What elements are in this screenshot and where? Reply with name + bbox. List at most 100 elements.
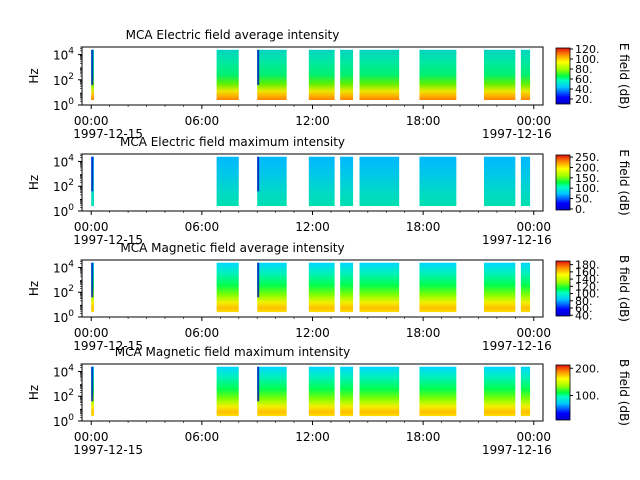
y-tick-label-1: 102 xyxy=(53,178,74,194)
y-tick-label-1: 102 xyxy=(53,388,74,404)
y-axis-label: Hz xyxy=(27,385,41,400)
x-tick-label-1: 06:00 xyxy=(185,430,220,444)
x-date-end: 1997-12-16 xyxy=(482,443,552,457)
data-block-3 xyxy=(257,156,287,207)
colorbar-gradient xyxy=(555,260,571,317)
data-block-2 xyxy=(216,156,239,207)
colorbar-tick-label-4: 100. xyxy=(575,53,600,66)
y-tick-exponent: 4 xyxy=(68,363,74,373)
data-block-8 xyxy=(483,262,516,313)
y-tick-exponent: 2 xyxy=(68,178,74,188)
colorbar-tick-label-1: 50. xyxy=(575,193,593,206)
spectrogram-blocks xyxy=(91,366,531,417)
chart-title: MCA Magnetic field maximum intensity xyxy=(115,345,351,359)
colorbar-label: B field (dB) xyxy=(617,359,631,426)
data-streak-1 xyxy=(91,156,94,192)
data-block-6 xyxy=(359,49,400,100)
data-block-9 xyxy=(520,366,531,417)
y-tick-label-0: 100 xyxy=(53,97,74,113)
colorbar-gradient xyxy=(555,154,571,211)
x-tick-label-2: 12:00 xyxy=(295,220,330,234)
y-tick-exponent: 2 xyxy=(68,284,74,294)
chart-title: MCA Magnetic field average intensity xyxy=(120,241,344,255)
colorbar-tick-label-5: 250. xyxy=(575,151,600,164)
x-tick-label-1: 06:00 xyxy=(185,326,220,340)
data-block-2 xyxy=(216,49,239,100)
colorbar-gradient xyxy=(555,364,571,421)
data-block-5 xyxy=(340,262,354,313)
colorbar-tick-label-0: 0. xyxy=(575,203,586,216)
x-tick-label-3: 18:00 xyxy=(406,114,441,128)
data-block-7 xyxy=(419,156,457,207)
colorbar: 100. 200. B field (dB) xyxy=(555,359,631,426)
x-tick-label-1: 06:00 xyxy=(185,220,220,234)
y-tick-label-2: 104 xyxy=(53,259,74,275)
x-tick-label-0: 00:00 xyxy=(74,220,109,234)
colorbar-tick-label-1: 40. xyxy=(575,83,593,96)
panel-4: MCA Magnetic field maximum intensity Hz 10… xyxy=(27,345,631,457)
x-tick-label-3: 18:00 xyxy=(406,220,441,234)
x-date-start: 1997-12-15 xyxy=(73,127,143,141)
colorbar-tick-label-1: 200. xyxy=(575,362,600,375)
y-tick-exponent: 0 xyxy=(68,413,74,423)
data-streak-1 xyxy=(91,49,94,85)
colorbar-tick-label-1: 60. xyxy=(575,302,593,315)
x-tick-label-3: 18:00 xyxy=(406,430,441,444)
y-tick-label-2: 104 xyxy=(53,153,74,169)
x-date-start: 1997-12-15 xyxy=(73,443,143,457)
data-block-7 xyxy=(419,366,457,417)
y-tick-label-2: 104 xyxy=(53,363,74,379)
y-tick-label-0: 100 xyxy=(53,309,74,325)
data-block-5 xyxy=(340,49,354,100)
x-date-end: 1997-12-16 xyxy=(482,339,552,353)
data-block-6 xyxy=(359,262,400,313)
colorbar-tick-label-0: 20. xyxy=(575,93,593,106)
data-block-8 xyxy=(483,156,516,207)
x-tick-label-2: 12:00 xyxy=(295,114,330,128)
data-block-8 xyxy=(483,49,516,100)
y-tick-exponent: 0 xyxy=(68,309,74,319)
data-block-5 xyxy=(340,366,354,417)
colorbar-tick-label-7: 180. xyxy=(575,259,600,272)
colorbar-tick-label-0: 40. xyxy=(575,309,593,322)
data-block-3 xyxy=(257,366,287,417)
colorbar-label: E field (dB) xyxy=(617,43,631,109)
data-block-6 xyxy=(359,366,400,417)
data-block-8 xyxy=(483,366,516,417)
data-block-7 xyxy=(419,49,457,100)
y-axis-label: Hz xyxy=(27,281,41,296)
y-tick-label-2: 104 xyxy=(53,47,74,63)
colorbar-tick-label-5: 140. xyxy=(575,273,600,286)
x-tick-label-1: 06:00 xyxy=(185,114,220,128)
x-date-end: 1997-12-16 xyxy=(482,127,552,141)
x-date-start: 1997-12-15 xyxy=(73,233,143,247)
data-block-5 xyxy=(340,156,354,207)
data-block-2 xyxy=(216,366,239,417)
y-tick-label-0: 100 xyxy=(53,203,74,219)
x-tick-label-0: 00:00 xyxy=(74,430,109,444)
data-block-3 xyxy=(257,49,287,100)
colorbar-gradient xyxy=(555,47,571,105)
y-tick-exponent: 0 xyxy=(68,203,74,213)
spectrogram-blocks xyxy=(91,262,531,313)
x-tick-label-4: 00:00 xyxy=(516,220,551,234)
y-tick-exponent: 2 xyxy=(68,72,74,82)
data-block-7 xyxy=(419,262,457,313)
data-block-9 xyxy=(520,49,531,100)
spectrogram-blocks xyxy=(91,49,531,100)
data-block-2 xyxy=(216,262,239,313)
data-streak-3 xyxy=(257,262,260,298)
y-axis-label: Hz xyxy=(27,175,41,190)
colorbar-tick-label-2: 100. xyxy=(575,182,600,195)
colorbar-tick-label-2: 80. xyxy=(575,295,593,308)
colorbar-tick-label-4: 120. xyxy=(575,280,600,293)
x-tick-label-0: 00:00 xyxy=(74,114,109,128)
spectrogram-blocks xyxy=(91,156,531,207)
data-block-4 xyxy=(308,49,335,100)
x-tick-label-2: 12:00 xyxy=(295,430,330,444)
colorbar-tick-label-2: 60. xyxy=(575,73,593,86)
x-tick-label-4: 00:00 xyxy=(516,430,551,444)
data-streak-1 xyxy=(91,262,94,298)
x-tick-label-3: 18:00 xyxy=(406,326,441,340)
